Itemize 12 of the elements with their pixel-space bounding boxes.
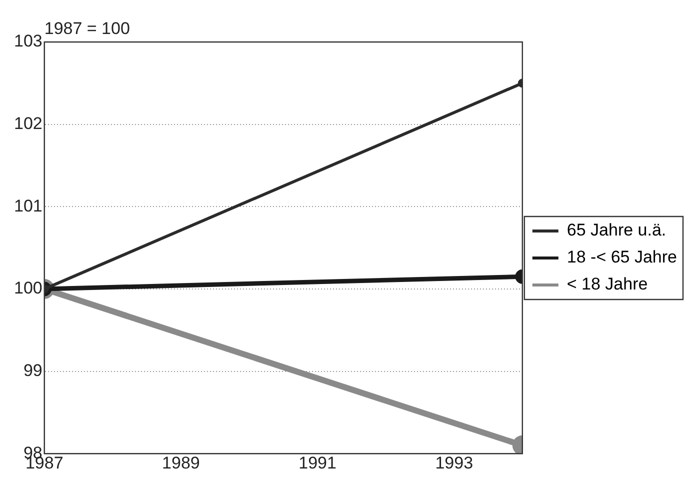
x-tick-label: 1991: [298, 453, 336, 472]
y-tick-label: 101: [14, 196, 42, 216]
y-tick-label: 102: [14, 114, 42, 134]
y-tick-label: 100: [14, 278, 42, 298]
x-tick-label: 1989: [162, 453, 200, 472]
legend-label: 65 Jahre u.ä.: [566, 220, 666, 240]
legend-label: < 18 Jahre: [566, 274, 648, 294]
legend-label: 18 -< 65 Jahre: [566, 248, 678, 267]
x-tick-label: 1993: [435, 453, 474, 472]
y-tick-label: 103: [14, 32, 42, 51]
y-tick-label: 99: [23, 360, 42, 380]
y-axis-title: 1987 = 100: [44, 19, 130, 38]
